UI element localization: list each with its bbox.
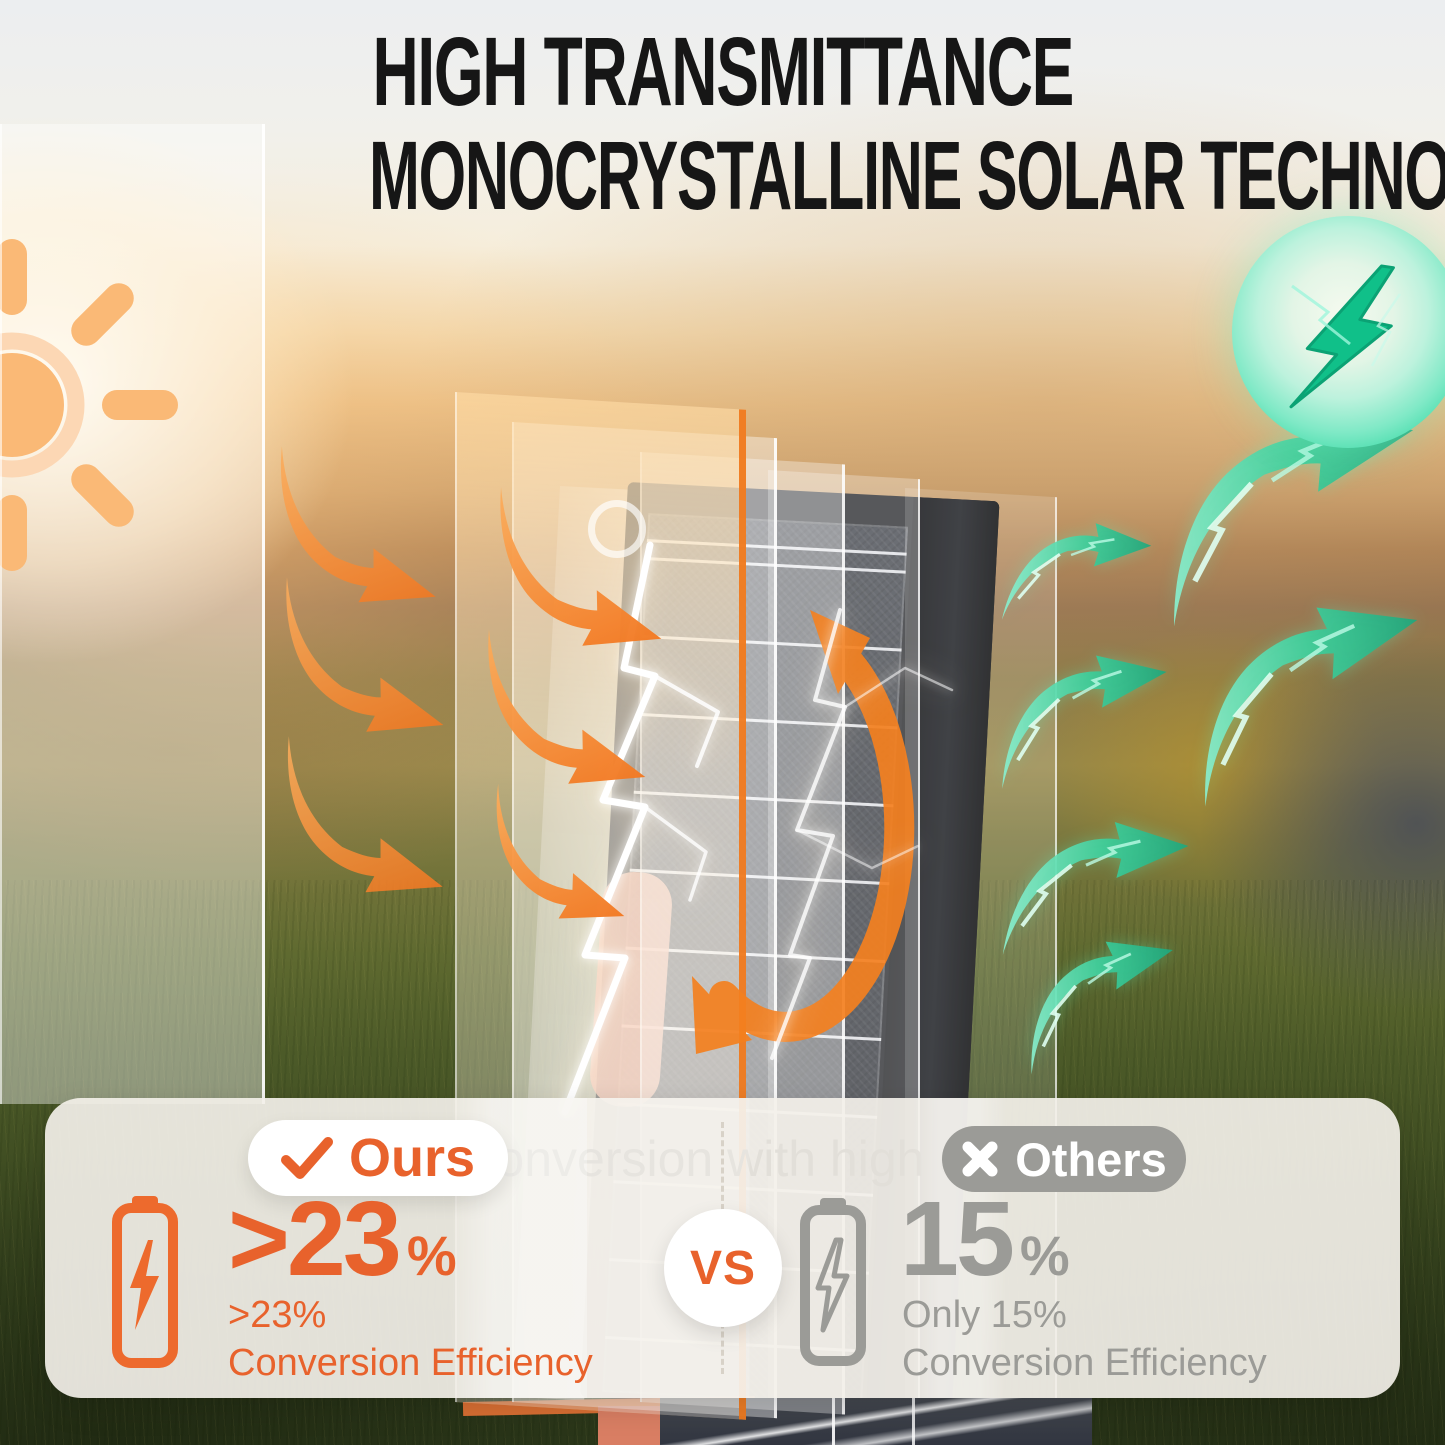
vs-label: VS xyxy=(689,1241,757,1295)
others-value-number: 15 xyxy=(900,1180,1015,1298)
others-badge: Others xyxy=(942,1126,1186,1192)
others-desc-line2: Conversion Efficiency xyxy=(902,1341,1267,1384)
ours-value: >23% xyxy=(228,1186,457,1292)
others-value-unit: % xyxy=(1019,1224,1070,1287)
ours-desc-line2: Conversion Efficiency xyxy=(228,1341,593,1384)
vs-badge: VS xyxy=(664,1209,782,1327)
battery-charge-icon xyxy=(800,1198,866,1366)
sun-icon xyxy=(0,239,178,571)
others-description: Only 15% Conversion Efficiency xyxy=(902,1292,1267,1387)
ours-badge-label: Ours xyxy=(348,1128,476,1188)
comparison-card: Ours >23% >23% Conversion Efficiency VS … xyxy=(45,1098,1400,1398)
ours-value-unit: % xyxy=(406,1224,457,1287)
ours-value-number: >23 xyxy=(228,1180,402,1298)
cross-icon xyxy=(962,1141,998,1177)
page-title-line1: HIGH TRANSMITTANCE xyxy=(372,17,1074,126)
ours-desc-line1: >23% xyxy=(228,1294,327,1336)
others-badge-label: Others xyxy=(1015,1132,1167,1186)
check-icon xyxy=(280,1137,333,1179)
page-title-line2: MONOCRYSTALLINE SOLAR TECHNOLOGY xyxy=(0,124,1445,1104)
others-value: 15% xyxy=(900,1186,1070,1292)
ours-badge: Ours xyxy=(248,1120,508,1196)
battery-charge-icon xyxy=(112,1196,178,1368)
others-desc-line1: Only 15% xyxy=(902,1294,1067,1336)
headline-block: HIGH TRANSMITTANCE MONOCRYSTALLINE SOLAR… xyxy=(0,20,1445,1188)
ours-description: >23% Conversion Efficiency xyxy=(228,1292,593,1387)
